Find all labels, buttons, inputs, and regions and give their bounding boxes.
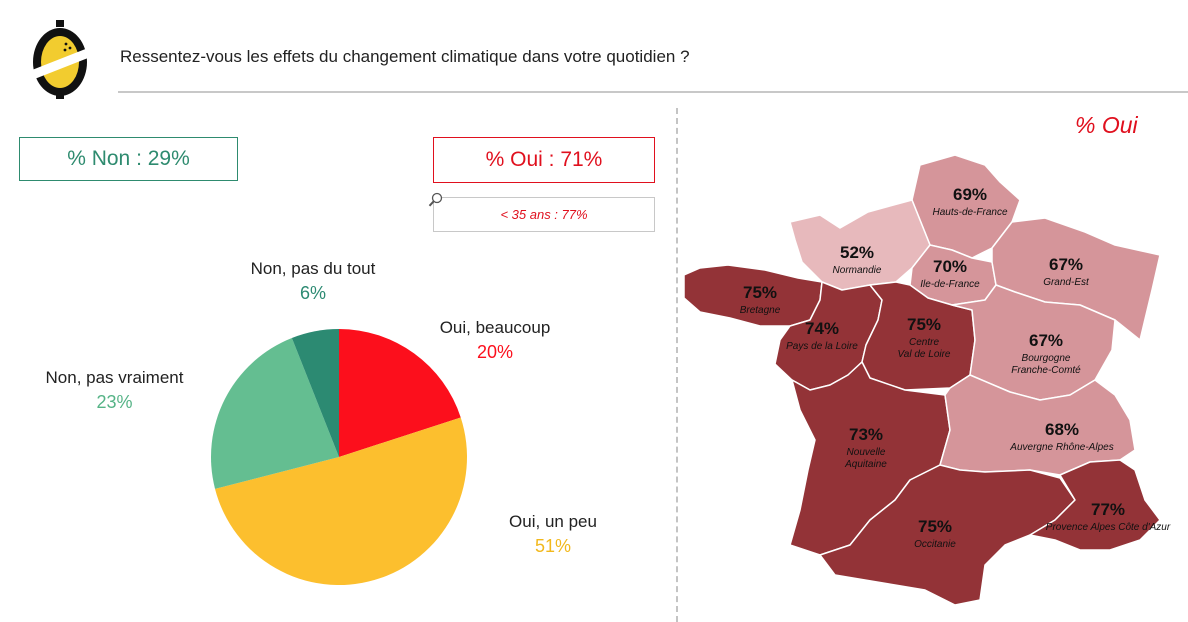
pie-label-pct: 23%	[96, 392, 133, 412]
region-value-label: 75%	[907, 315, 941, 334]
title-divider	[118, 91, 1188, 93]
magnifier-icon	[428, 192, 443, 207]
region-value-label: 77%	[1091, 500, 1125, 519]
page-title: Ressentez-vous les effets du changement …	[120, 47, 690, 66]
pie-slice-oui-beaucoup	[339, 329, 461, 457]
region-value-label: 67%	[1029, 331, 1063, 350]
region-value-label: 52%	[840, 243, 874, 262]
region-name-label: Bretagne	[740, 305, 781, 316]
map-title: % Oui	[1075, 112, 1138, 138]
pie-label-non-pas-du-tout: Non, pas du tout 6%	[228, 259, 398, 304]
region-value-label: 67%	[1049, 255, 1083, 274]
pie-label-name: Oui, beaucoup	[439, 318, 551, 337]
region-value-label: 69%	[953, 185, 987, 204]
region-name-label: Nouvelle	[847, 447, 886, 458]
pie-slice-non-pas-vraiment	[211, 337, 339, 489]
region-name-label: Ile-de-France	[920, 279, 980, 290]
pie-label-oui-un-peu: Oui, un peu 51%	[478, 512, 628, 557]
region-name-label: Hauts-de-France	[932, 207, 1007, 218]
region-name-label: Bourgogne	[1022, 353, 1071, 364]
region-bourgogne-franche-comte	[951, 284, 1116, 401]
pie-label-name: Non, pas vraiment	[45, 368, 184, 387]
region-name-label: Grand-Est	[1043, 277, 1090, 288]
region-name-label: Occitanie	[914, 539, 956, 550]
pie-label-name: Oui, un peu	[509, 512, 597, 531]
pie-chart	[211, 329, 468, 586]
pie-slice-oui-un-peu	[215, 417, 468, 586]
non-total-box: % Non : 29%	[19, 137, 238, 181]
region-name-label: Val de Loire	[898, 349, 951, 360]
region-value-label: 75%	[918, 517, 952, 536]
region-value-label: 70%	[933, 257, 967, 276]
pie-label-pct: 20%	[476, 342, 514, 362]
section-divider	[676, 108, 678, 622]
under-35-box: < 35 ans : 77%	[433, 197, 655, 232]
region-name-label: Normandie	[833, 265, 882, 276]
region-value-label: 75%	[743, 283, 777, 302]
oui-total-box: % Oui : 71%	[433, 137, 655, 183]
pie-label-oui-beaucoup: Oui, beaucoup 20%	[420, 318, 570, 363]
brand-logo	[32, 20, 88, 99]
region-value-label: 68%	[1045, 420, 1079, 439]
pie-label-pct: 51%	[534, 536, 572, 556]
region-name-label: Aquitaine	[844, 459, 887, 470]
pie-slice-non-pas-du-tout	[291, 329, 339, 457]
region-name-label: Pays de la Loire	[786, 341, 858, 352]
region-provence-alpes-cote-azur	[1029, 459, 1161, 551]
pie-label-non-pas-vraiment: Non, pas vraiment 23%	[22, 368, 207, 413]
region-value-label: 73%	[849, 425, 883, 444]
region-value-label: 74%	[805, 319, 839, 338]
region-name-label: Franche-Comté	[1011, 365, 1081, 376]
region-name-label: Centre	[909, 337, 939, 348]
pie-label-pct: 6%	[299, 283, 326, 303]
region-name-label: Auvergne Rhône-Alpes	[1009, 442, 1113, 453]
region-name-label: Provence Alpes Côte d'Azur	[1046, 522, 1171, 533]
pie-label-name: Non, pas du tout	[250, 259, 376, 278]
